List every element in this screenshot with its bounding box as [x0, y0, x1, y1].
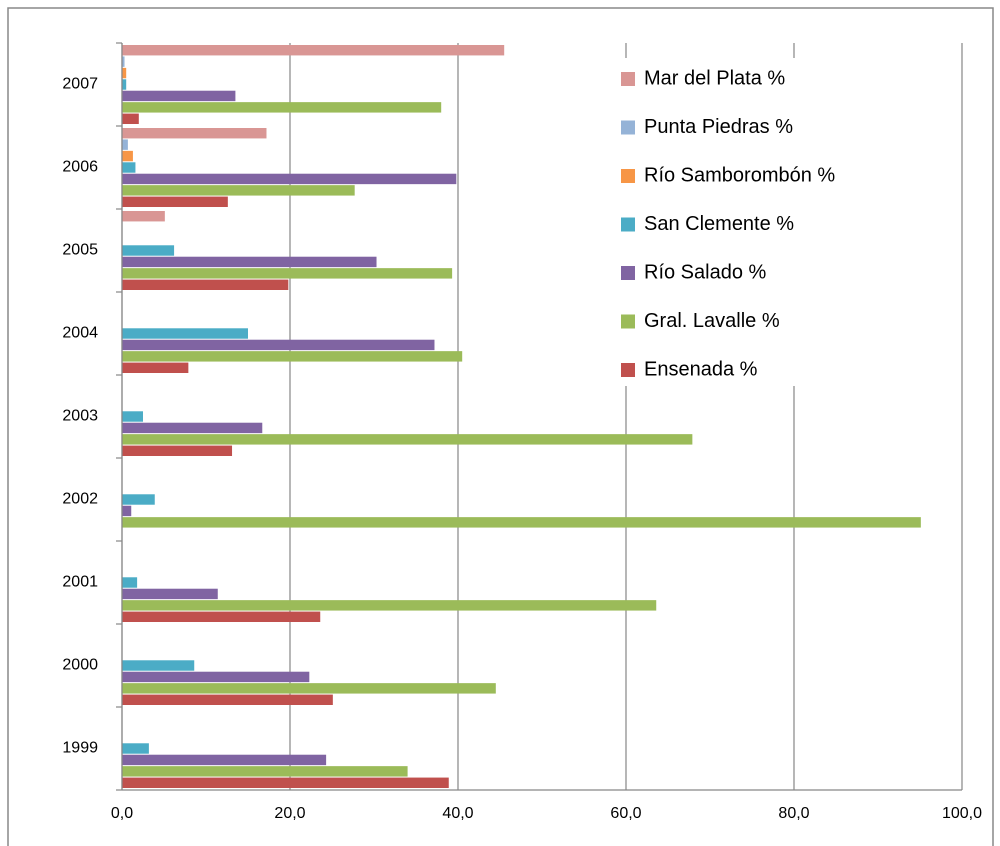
x-tick-label: 80,0 [778, 805, 809, 822]
bar [122, 683, 496, 694]
bar [122, 505, 132, 517]
legend-label: Mar del Plata % [644, 67, 785, 89]
bar [122, 185, 355, 196]
y-tick-label: 2007 [62, 76, 98, 93]
bar [122, 45, 505, 56]
bar [122, 671, 310, 683]
bar [122, 694, 333, 705]
legend-swatch [621, 72, 635, 86]
bar [122, 494, 155, 505]
bar [122, 56, 125, 67]
legend-swatch [621, 120, 635, 135]
legend-label: Río Samborombón % [644, 164, 835, 186]
bar [122, 328, 248, 339]
bar [122, 434, 693, 445]
y-tick-label: 2000 [62, 657, 98, 674]
bar [122, 196, 228, 207]
bar [122, 362, 189, 373]
legend-label: Ensenada % [644, 358, 758, 380]
legend-swatch [621, 217, 635, 232]
bar [122, 517, 921, 528]
bar [122, 600, 657, 611]
bar [122, 411, 143, 422]
bar [122, 256, 377, 268]
bar [122, 339, 435, 351]
bar [122, 268, 453, 279]
bar [122, 743, 149, 754]
x-tick-label: 60,0 [610, 805, 641, 822]
legend-label: San Clemente % [644, 213, 794, 235]
legend-swatch [621, 363, 635, 377]
legend: Mar del Plata % Punta Piedras % Río Sambor… [612, 58, 912, 386]
y-tick-label: 2006 [62, 159, 98, 176]
bar [122, 422, 263, 434]
bar [122, 128, 267, 139]
legend-swatch [621, 169, 635, 183]
bar [122, 67, 127, 79]
bar [122, 90, 236, 102]
x-tick-label: 20,0 [274, 805, 305, 822]
y-tick-label: 2001 [62, 574, 98, 591]
x-tick-label: 0,0 [111, 805, 133, 822]
x-tick-label: 40,0 [442, 805, 473, 822]
bar [122, 173, 457, 185]
y-tick-label: 2004 [62, 325, 98, 342]
bar [122, 139, 128, 150]
legend-label: Gral. Lavalle % [644, 310, 780, 332]
legend-box [612, 58, 912, 386]
bar [122, 754, 327, 766]
y-tick-label: 1999 [62, 740, 98, 757]
x-tick-label: 100,0 [942, 805, 982, 822]
bar [122, 150, 133, 162]
bar [122, 351, 463, 362]
bar [122, 777, 449, 788]
legend-label: Río Salado % [644, 261, 767, 283]
bar [122, 162, 136, 173]
y-tick-label: 2005 [62, 242, 98, 259]
y-tick-label: 2003 [62, 408, 98, 425]
bar [122, 660, 195, 671]
bar [122, 245, 175, 256]
bar [122, 279, 289, 290]
bar [122, 577, 138, 588]
y-tick-label: 2002 [62, 491, 98, 508]
legend-swatch [621, 266, 635, 280]
bar [122, 588, 218, 600]
bar [122, 102, 442, 113]
legend-label: Punta Piedras % [644, 116, 793, 138]
legend-swatch [621, 314, 635, 329]
bar [122, 211, 165, 222]
bar [122, 611, 321, 622]
bar [122, 766, 408, 777]
bar [122, 445, 233, 456]
bar [122, 79, 127, 90]
bar [122, 113, 139, 124]
